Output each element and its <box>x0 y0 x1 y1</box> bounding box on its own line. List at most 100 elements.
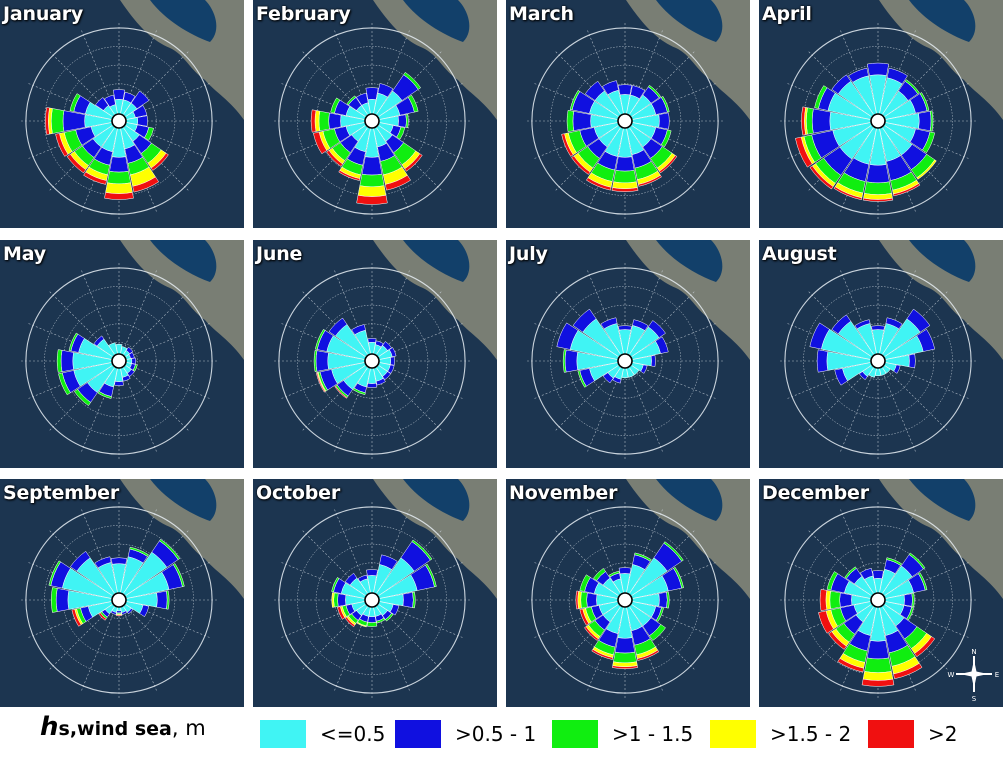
sector-segment <box>357 185 387 197</box>
month-panel: March <box>506 0 750 228</box>
grid-ring <box>550 286 700 436</box>
sector-segment <box>862 671 894 681</box>
grid-ring <box>44 46 194 196</box>
sector-segment <box>104 94 116 108</box>
wind-rose <box>253 479 497 707</box>
sector-segment <box>649 624 666 641</box>
sector-segment <box>367 616 377 623</box>
sector-segment <box>425 563 437 588</box>
grid-ring <box>297 46 447 196</box>
sector-segment <box>58 372 71 396</box>
sector-segment <box>314 328 326 350</box>
center-marker <box>617 353 633 369</box>
sector-segment <box>411 539 433 561</box>
sector-segment <box>584 80 605 101</box>
sector-segment <box>663 541 684 562</box>
sector-segment <box>166 590 170 610</box>
month-title: April <box>762 3 812 25</box>
sector-segment <box>122 374 131 382</box>
month-panel: January <box>0 0 244 228</box>
legend-swatch <box>260 720 306 748</box>
sector-segment <box>331 577 340 593</box>
grid-spoke <box>118 599 157 691</box>
legend-label: >2 <box>928 722 958 746</box>
center-marker <box>364 113 380 129</box>
compass-n: N <box>971 648 976 656</box>
month-panel: April <box>759 0 1003 228</box>
sector-segment <box>130 90 150 110</box>
sector-segment <box>379 554 398 570</box>
sector-segment <box>402 592 414 608</box>
sector-segment <box>908 353 916 369</box>
sector-segment <box>831 74 852 95</box>
sector-segment <box>98 612 107 621</box>
sector-segment <box>45 107 50 135</box>
sector-segment <box>848 67 869 83</box>
sector-segment <box>150 152 169 171</box>
sector-segment <box>919 92 930 112</box>
compass-s: S <box>972 695 977 702</box>
sector-segment <box>377 83 394 98</box>
sector-segment <box>834 368 848 386</box>
sector-segment <box>893 662 923 680</box>
month-title: June <box>256 243 303 265</box>
sector-segment <box>575 590 579 610</box>
grid-ring <box>315 543 429 657</box>
grid-ring <box>550 525 700 675</box>
sector-segment <box>615 156 635 172</box>
sector-segment <box>71 608 82 627</box>
grid-ring <box>550 46 700 196</box>
sector-segment <box>375 378 386 386</box>
sector-segment <box>366 382 378 388</box>
sector-segment <box>585 177 612 191</box>
month-panel: September <box>0 479 244 707</box>
center-marker <box>111 592 127 608</box>
grid-spoke <box>118 270 157 362</box>
sector-segment <box>123 91 136 104</box>
sector-segment <box>886 557 903 566</box>
sector-segment <box>128 352 135 359</box>
bay-area <box>656 0 723 42</box>
sector-segment <box>405 113 409 129</box>
month-title: November <box>509 482 618 504</box>
sector-segment <box>916 328 936 352</box>
sector-segment <box>387 364 395 374</box>
sector-segment <box>640 364 648 374</box>
sector-segment <box>144 126 154 141</box>
sector-segment <box>608 570 620 578</box>
month-title: February <box>256 3 351 25</box>
sector-segment <box>819 588 828 612</box>
sector-segment <box>132 176 160 193</box>
month-title: March <box>509 3 574 25</box>
legend-label: >1.5 - 2 <box>770 722 852 746</box>
sector-segment <box>125 346 134 355</box>
sector-segment <box>172 563 185 587</box>
sector-segment <box>69 550 91 572</box>
sector-segment <box>837 658 864 673</box>
grid-ring <box>803 46 953 196</box>
sector-segment <box>647 84 662 99</box>
month-title: October <box>256 482 341 504</box>
sector-segment <box>137 115 148 127</box>
sector-segment <box>612 665 638 669</box>
sector-segment <box>95 97 109 111</box>
sector-segment <box>366 621 378 627</box>
sector-segment <box>828 631 847 650</box>
grid-ring <box>803 525 953 675</box>
sector-segment <box>69 93 81 112</box>
wind-rose-grid: January February March April May June July Augu… <box>0 0 1003 707</box>
sector-segment <box>338 170 361 181</box>
sector-segment <box>333 592 339 608</box>
sector-segment <box>618 567 632 575</box>
legend-swatch <box>710 720 756 748</box>
center-marker <box>870 113 886 129</box>
sector-segment <box>922 131 936 154</box>
sector-segment <box>313 131 328 155</box>
sector-segment <box>655 607 664 622</box>
sector-segment <box>612 181 638 190</box>
sector-segment <box>592 567 606 581</box>
sector-segment <box>55 588 70 612</box>
sector-segment <box>632 319 649 331</box>
sector-segment <box>580 591 588 609</box>
sector-segment <box>48 560 61 586</box>
